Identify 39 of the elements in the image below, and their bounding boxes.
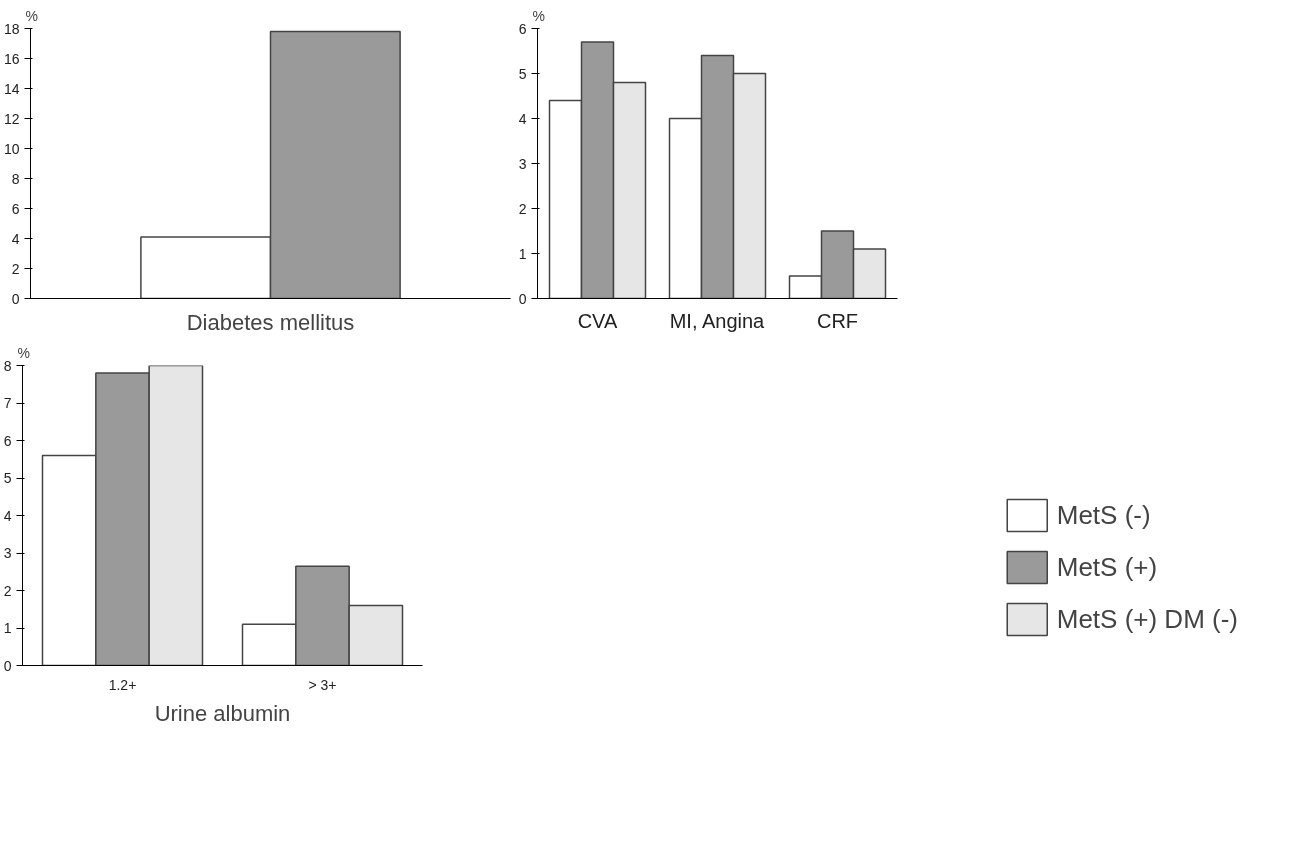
y-tick-label: 2 [11,260,20,277]
y-tick-label: 5 [3,470,12,486]
x-axis-title: Urine albumin [154,700,291,726]
x-tick-label: CRF [816,309,859,332]
y-tick-label: 0 [11,290,20,307]
y-tick-label: 8 [11,170,20,187]
y-tick-label: 7 [3,395,12,411]
y-tick-label: 6 [11,200,20,217]
y-tick-label: 6 [518,20,527,37]
y-axis-title: % [17,344,30,361]
x-tick-label: > 3+ [308,676,337,693]
y-tick-label: 4 [3,507,12,524]
y-tick-label: 1 [3,620,12,636]
y-tick-label: 2 [518,200,527,217]
y-tick-label: 16 [3,50,20,67]
y-tick-label: 14 [3,80,20,97]
x-axis-title: Diabetes mellitus [186,309,355,335]
y-tick-label: 2 [3,582,12,599]
x-tick-label: MI, Angina [669,309,766,332]
legend-label: MetS (+) DM (-) [1056,603,1238,635]
y-tick-label: 3 [3,545,12,561]
y-tick-label: 0 [3,657,12,674]
y-tick-label: 6 [3,432,12,449]
x-tick-label: 1.2+ [108,676,137,693]
legend-label: MetS (+) [1056,551,1158,583]
y-axis-title: % [25,7,38,24]
y-tick-label: 4 [11,230,20,247]
y-tick-label: 18 [3,20,20,37]
y-tick-label: 0 [518,290,527,307]
y-tick-label: 12 [3,110,20,127]
y-axis-title: % [532,7,545,24]
y-tick-label: 3 [518,155,527,172]
y-tick-label: 1 [518,245,527,262]
legend-label: MetS (-) [1056,499,1151,531]
y-tick-label: 8 [3,357,12,374]
x-tick-label: CVA [577,309,618,332]
y-tick-label: 5 [518,65,527,82]
y-tick-label: 4 [518,110,527,127]
y-tick-label: 10 [3,140,20,157]
